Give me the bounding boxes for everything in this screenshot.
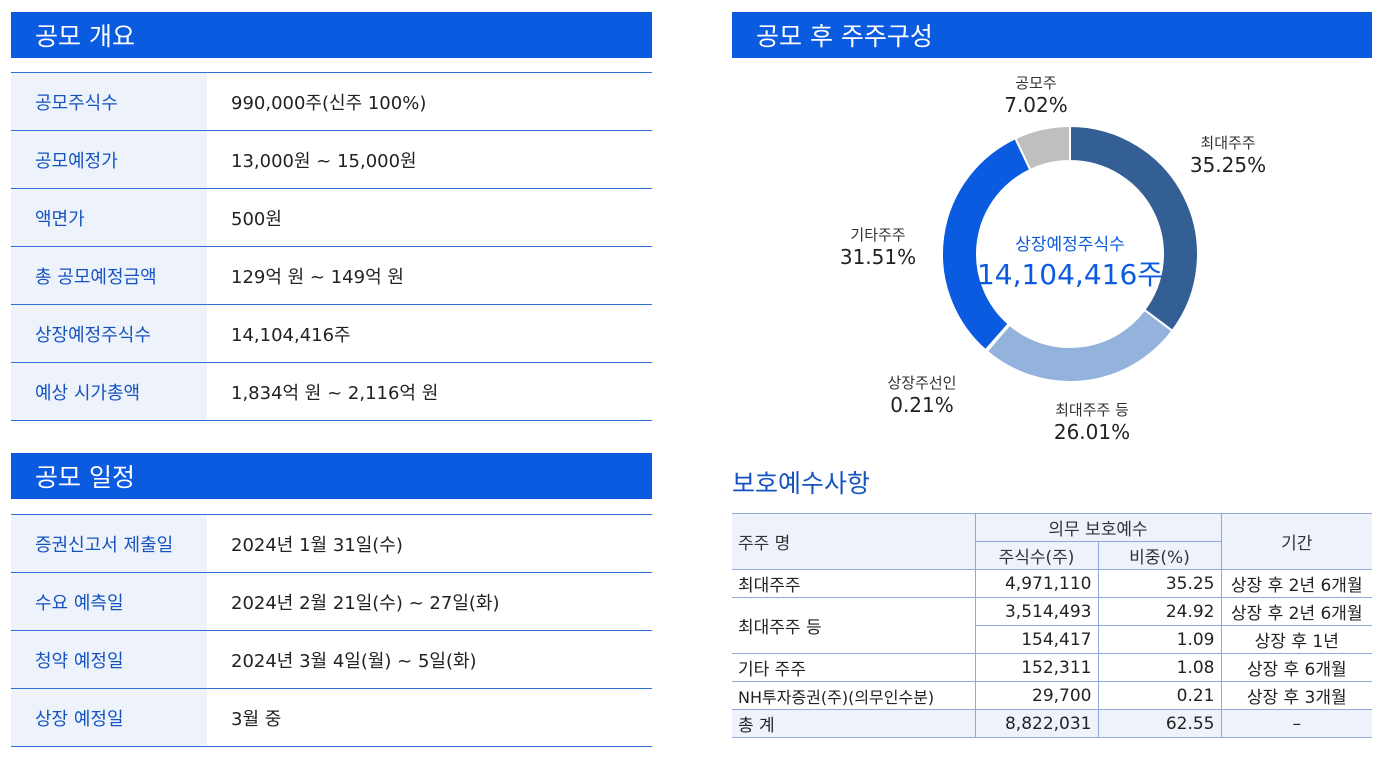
table-row: 154,417 1.09 상장 후 1년 — [732, 625, 1372, 654]
schedule-value: 3월 중 — [207, 688, 652, 747]
lockup-ratio: 1.08 — [1097, 653, 1222, 682]
schedule-label: 증권신고서 제출일 — [11, 514, 207, 573]
schedule-row: 청약 예정일 2024년 3월 4일(월) ~ 5일(화) — [11, 630, 652, 689]
overview-row: 공모주식수 990,000주(신주 100%) — [11, 72, 652, 131]
slice-name-label: 공모주 — [1015, 74, 1056, 92]
overview-label: 예상 시가총액 — [11, 362, 207, 421]
overview-label: 액면가 — [11, 188, 207, 247]
lockup-shares: 152,311 — [974, 653, 1099, 682]
schedule-row: 상장 예정일 3월 중 — [11, 688, 652, 747]
schedule-value: 2024년 1월 31일(수) — [207, 514, 652, 573]
lockup-holder: 최대주주 — [732, 569, 976, 598]
schedule-label: 청약 예정일 — [11, 630, 207, 689]
lockup-period: 상장 후 3개월 — [1220, 681, 1372, 710]
schedule-row: 증권신고서 제출일 2024년 1월 31일(수) — [11, 514, 652, 573]
lockup-holder: 기타 주주 — [732, 653, 976, 682]
lockup-holder: NH투자증권(주)(의무인수분) — [732, 681, 976, 710]
lockup-header-group: 의무 보호예수 — [974, 513, 1222, 542]
overview-value: 129억 원 ~ 149억 원 — [207, 246, 652, 305]
overview-label: 총 공모예정금액 — [11, 246, 207, 305]
slice-value-label: 31.51% — [840, 245, 916, 269]
donut-center-label: 상장예정주식수 — [1015, 235, 1124, 255]
donut-slice — [1014, 124, 1071, 172]
lockup-shares: 3,514,493 — [974, 597, 1099, 626]
lockup-ratio: 1.09 — [1097, 625, 1222, 654]
lockup-ratio: 24.92 — [1097, 597, 1222, 626]
donut-slice — [985, 308, 1174, 383]
lockup-header-shares: 주식수(주) — [975, 541, 1099, 570]
lockup-header-period: 기간 — [1220, 513, 1372, 570]
overview-title-bar: 공모 개요 — [11, 12, 652, 58]
overview-row: 공모예정가 13,000원 ~ 15,000원 — [11, 130, 652, 189]
overview-label: 공모예정가 — [11, 130, 207, 189]
slice-name-label: 상장주선인 — [887, 374, 956, 392]
lockup-header-holder: 주주 명 — [732, 513, 976, 570]
slice-value-label: 26.01% — [1054, 420, 1130, 444]
lockup-title: 보호예수사항 — [732, 469, 871, 498]
overview-value: 13,000원 ~ 15,000원 — [207, 130, 652, 189]
overview-value: 990,000주(신주 100%) — [207, 72, 652, 131]
schedule-value: 2024년 3월 4일(월) ~ 5일(화) — [207, 630, 652, 689]
schedule-title-bar: 공모 일정 — [11, 453, 652, 499]
lockup-shares: 154,417 — [975, 625, 1099, 654]
donut-center-value: 14,104,416주 — [977, 258, 1163, 291]
overview-table: 공모주식수 990,000주(신주 100%) 공모예정가 13,000원 ~ … — [11, 72, 652, 421]
overview-row: 예상 시가총액 1,834억 원 ~ 2,116억 원 — [11, 362, 652, 421]
schedule-table: 증권신고서 제출일 2024년 1월 31일(수) 수요 예측일 2024년 2… — [11, 514, 652, 747]
lockup-total-holder: 총 계 — [732, 709, 976, 738]
overview-row: 액면가 500원 — [11, 188, 652, 247]
overview-label: 공모주식수 — [11, 72, 207, 131]
slice-value-label: 35.25% — [1190, 153, 1266, 177]
schedule-title: 공모 일정 — [35, 463, 135, 492]
lockup-holder: 최대주주 등 — [732, 597, 976, 654]
lockup-shares: 4,971,110 — [974, 569, 1099, 598]
slice-value-label: 7.02% — [1004, 93, 1068, 117]
table-row: 기타 주주 152,311 1.08 상장 후 6개월 — [732, 653, 1372, 682]
lockup-ratio: 35.25 — [1097, 569, 1222, 598]
lockup-total-ratio: 62.55 — [1097, 709, 1222, 738]
lockup-period: 상장 후 6개월 — [1220, 653, 1372, 682]
table-row: 최대주주 등 3,514,493 24.92 상장 후 2년 6개월 — [732, 597, 1372, 654]
composition-title-bar: 공모 후 주주구성 — [732, 12, 1372, 58]
schedule-label: 상장 예정일 — [11, 688, 207, 747]
schedule-value: 2024년 2월 21일(수) ~ 27일(화) — [207, 572, 652, 631]
overview-value: 14,104,416주 — [207, 304, 652, 363]
lockup-period: 상장 후 2년 6개월 — [1220, 569, 1372, 598]
schedule-row: 수요 예측일 2024년 2월 21일(수) ~ 27일(화) — [11, 572, 652, 631]
lockup-total-period: – — [1220, 709, 1372, 738]
lockup-table: 주주 명 의무 보호예수 기간 주식수(주) 비중(%) 최대주주 4,971,… — [732, 513, 1372, 738]
overview-row: 상장예정주식수 14,104,416주 — [11, 304, 652, 363]
lockup-ratio: 0.21 — [1097, 681, 1222, 710]
lockup-total-shares: 8,822,031 — [974, 709, 1099, 738]
composition-title: 공모 후 주주구성 — [756, 22, 933, 51]
slice-name-label: 최대주주 등 — [1055, 401, 1129, 419]
slice-name-label: 기타주주 — [850, 226, 905, 244]
table-row-total: 총 계 8,822,031 62.55 – — [732, 709, 1372, 738]
overview-value: 1,834억 원 ~ 2,116억 원 — [207, 362, 652, 421]
table-row: 최대주주 4,971,110 35.25 상장 후 2년 6개월 — [732, 569, 1372, 598]
overview-value: 500원 — [207, 188, 652, 247]
slice-value-label: 0.21% — [890, 393, 954, 417]
table-row: NH투자증권(주)(의무인수분) 29,700 0.21 상장 후 3개월 — [732, 681, 1372, 710]
lockup-shares: 29,700 — [974, 681, 1099, 710]
lockup-period: 상장 후 1년 — [1220, 625, 1372, 654]
slice-name-label: 최대주주 — [1200, 134, 1255, 152]
donut-slice — [1069, 124, 1199, 333]
schedule-label: 수요 예측일 — [11, 572, 207, 631]
overview-row: 총 공모예정금액 129억 원 ~ 149억 원 — [11, 246, 652, 305]
lockup-header-ratio: 비중(%) — [1097, 541, 1221, 570]
overview-title: 공모 개요 — [35, 22, 135, 51]
lockup-period: 상장 후 2년 6개월 — [1220, 597, 1372, 626]
overview-label: 상장예정주식수 — [11, 304, 207, 363]
